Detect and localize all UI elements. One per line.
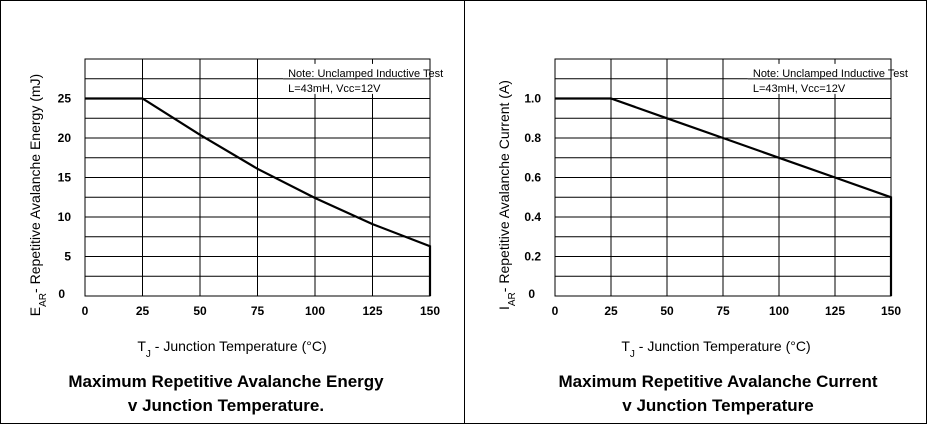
series-line xyxy=(85,97,432,296)
y-tick-label: 25 xyxy=(58,92,72,106)
x-tick-label: 100 xyxy=(305,304,325,318)
x-axis-label: TJ - Junction Temperature (°C) xyxy=(137,338,326,360)
note-line-2: L=43mH, Vcc=12V xyxy=(753,83,846,95)
y-tick-label: 1.0 xyxy=(524,92,541,106)
y-tick-label: 0.6 xyxy=(524,171,541,185)
chart-title: Maximum Repetitive Avalanche Current xyxy=(559,372,878,391)
y-tick-label: 20 xyxy=(58,131,72,145)
x-tick-label: 75 xyxy=(716,304,730,318)
plot-area xyxy=(84,58,431,297)
y-tick-label: 10 xyxy=(58,210,72,224)
chart-subtitle: v Junction Temperature. xyxy=(128,396,324,415)
y-tick-label: 0 xyxy=(58,287,65,301)
chart-subtitle: v Junction Temperature xyxy=(622,396,813,415)
y-tick-label: 0.2 xyxy=(524,250,541,264)
x-tick-label: 75 xyxy=(251,304,265,318)
x-tick-label: 25 xyxy=(136,304,150,318)
chart-1: Note: Unclamped Inductive Test L=43mH, Vc… xyxy=(27,58,443,415)
y-tick-label: 0.8 xyxy=(524,131,541,145)
x-tick-label: 0 xyxy=(82,304,89,318)
series-line xyxy=(555,97,893,296)
y-tick-label: 0.4 xyxy=(524,210,541,224)
x-tick-label: 100 xyxy=(769,304,789,318)
y-axis-label: IAR- Repetitive Avalanche Current (A) xyxy=(496,80,518,310)
y-axis-label: EAR- Repetitive Avalanche Energy (mJ) xyxy=(27,74,49,316)
note-line-1: Note: Unclamped Inductive Test xyxy=(288,68,443,80)
note-line-1: Note: Unclamped Inductive Test xyxy=(753,68,908,80)
y-tick-label: 5 xyxy=(64,250,71,264)
x-tick-label: 50 xyxy=(660,304,674,318)
x-tick-label: 150 xyxy=(420,304,440,318)
y-tick-label: 15 xyxy=(58,171,72,185)
x-tick-label: 125 xyxy=(362,304,382,318)
panel-divider xyxy=(464,0,465,424)
x-tick-label: 25 xyxy=(604,304,618,318)
plot-area xyxy=(554,58,892,297)
x-tick-label: 125 xyxy=(825,304,845,318)
y-tick-label: 0 xyxy=(528,287,535,301)
x-tick-label: 150 xyxy=(881,304,901,318)
x-tick-label: 0 xyxy=(552,304,559,318)
note-line-2: L=43mH, Vcc=12V xyxy=(288,83,381,95)
chart-2: Note: Unclamped Inductive Test L=43mH, Vc… xyxy=(496,58,908,415)
chart-title: Maximum Repetitive Avalanche Energy xyxy=(68,372,384,391)
x-axis-label: TJ - Junction Temperature (°C) xyxy=(621,338,810,360)
x-tick-label: 50 xyxy=(193,304,207,318)
